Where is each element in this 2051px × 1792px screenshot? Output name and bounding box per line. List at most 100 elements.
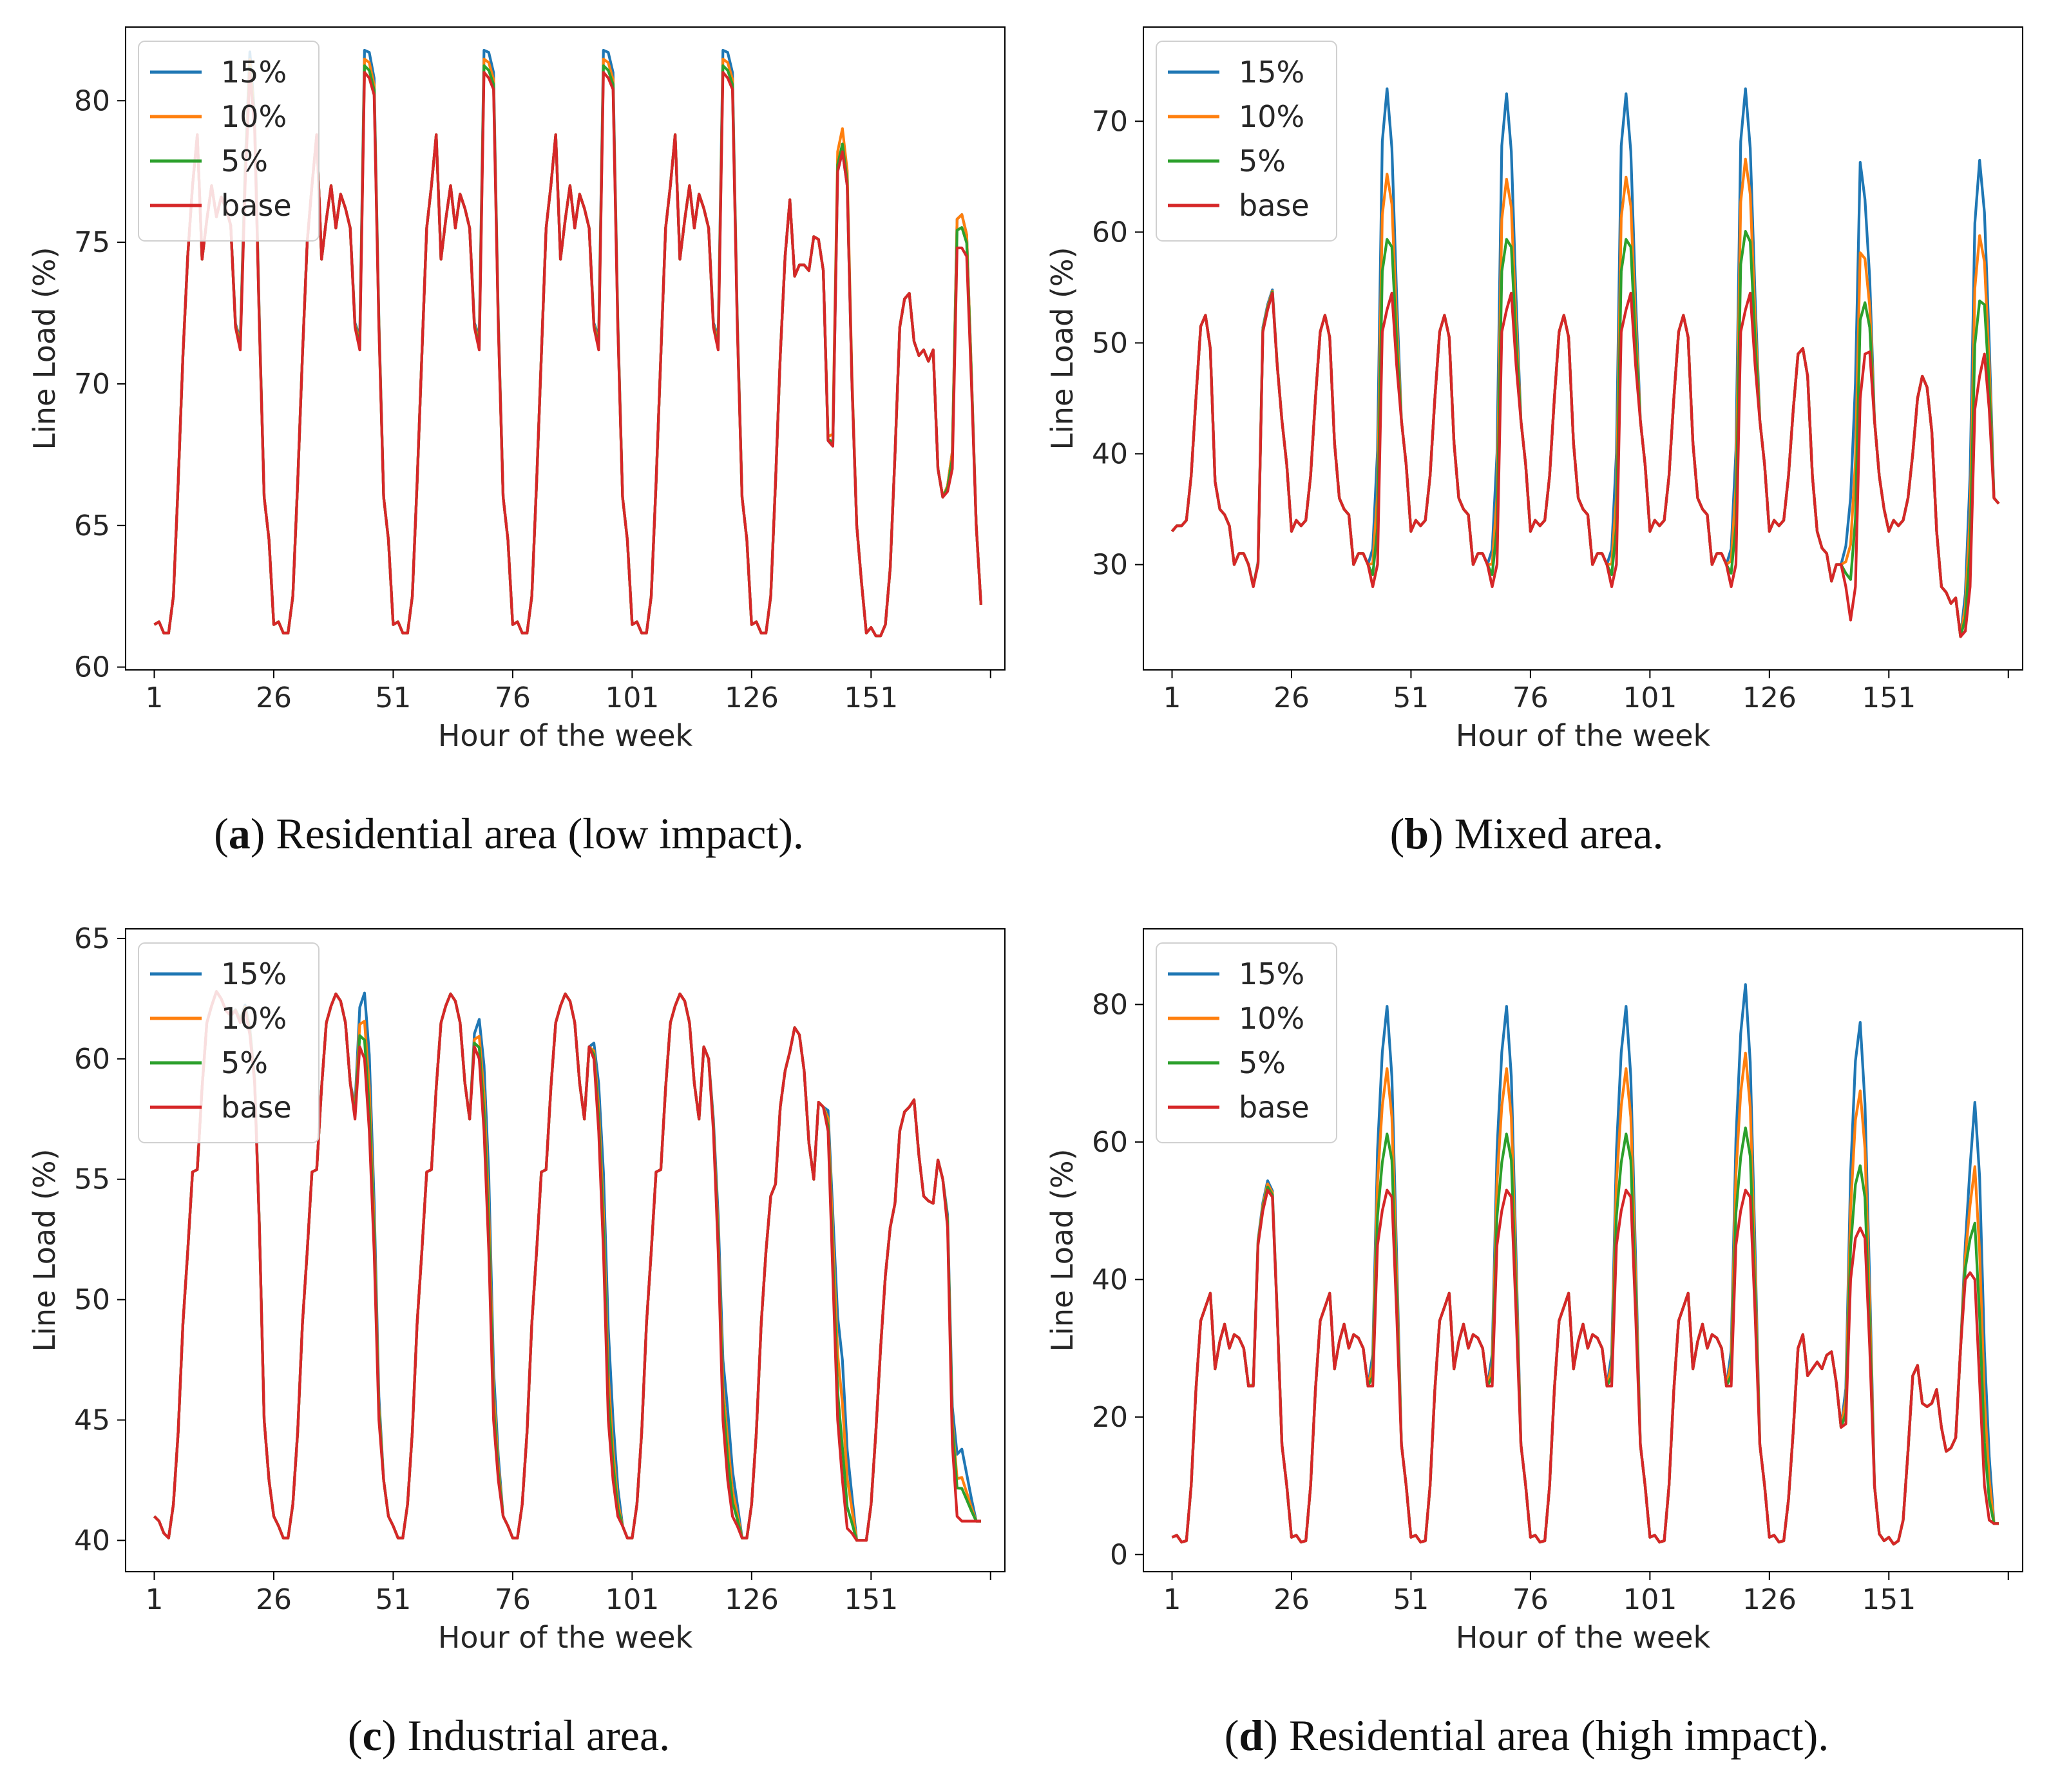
series-line-base (1170, 291, 2000, 638)
x-tick-label: 101 (605, 682, 659, 714)
y-axis-label: Line Load (%) (27, 247, 62, 450)
caption-c: (c) Industrial area. (347, 1711, 671, 1760)
x-tick-label: 1 (146, 682, 164, 714)
x-tick-label: 51 (375, 682, 411, 714)
x-tick-label: 51 (375, 1583, 411, 1616)
x-tick-label: 101 (605, 1583, 659, 1616)
y-tick-label: 50 (74, 1284, 110, 1317)
caption-letter: c (362, 1711, 382, 1760)
legend-label: 5% (221, 1045, 268, 1080)
y-tick-label: 0 (1110, 1538, 1128, 1571)
plot-frame (1143, 928, 2023, 1572)
x-tick-label: 51 (1393, 1583, 1429, 1616)
legend-label: 5% (1239, 1045, 1286, 1080)
legend-label: 5% (1239, 144, 1286, 178)
caption-text: Mixed area. (1443, 809, 1664, 858)
legend-box (138, 41, 320, 242)
x-tick-label: 51 (1393, 682, 1429, 714)
x-axis-label: Hour of the week (1456, 1620, 1711, 1655)
x-tick-label: 1 (1163, 682, 1181, 714)
series-line-base (153, 990, 981, 1542)
x-tick-label: 126 (725, 682, 779, 714)
y-axis-label: Line Load (%) (1045, 1149, 1080, 1351)
y-axis-label: Line Load (%) (27, 1149, 62, 1351)
y-tick-label: 45 (74, 1404, 110, 1437)
caption-letter: b (1404, 809, 1429, 858)
panel-b: 1 26 51 76 101 126 151 30 40 50 60 70 Hour of the we… (1018, 0, 2036, 890)
x-tick-label: 26 (1274, 1583, 1310, 1616)
legend-label: 15% (1239, 957, 1304, 991)
y-tick-label: 70 (1092, 105, 1128, 138)
y-tick-label: 60 (74, 651, 110, 684)
caption-letter: a (228, 809, 251, 858)
y-tick-label: 55 (74, 1163, 110, 1196)
plot-frame (125, 26, 1006, 671)
y-tick-label: 75 (74, 226, 110, 259)
x-tick-label: 26 (1274, 682, 1310, 714)
y-tick-label: 60 (1092, 1126, 1128, 1159)
y-tick-label: 80 (1092, 988, 1128, 1021)
legend-label: base (1239, 1090, 1310, 1125)
legend-label: base (221, 1090, 292, 1125)
series-line-base (153, 71, 982, 638)
x-tick-label: 151 (844, 682, 898, 714)
caption-text: Residential area (low impact). (265, 809, 804, 858)
y-tick-label: 60 (74, 1043, 110, 1076)
legend-label: 10% (221, 99, 287, 134)
legend-label: 10% (221, 1001, 287, 1036)
y-tick-label: 40 (74, 1524, 110, 1557)
series-line-base (1171, 1188, 1999, 1546)
x-tick-label: 101 (1623, 1583, 1677, 1616)
x-tick-label: 76 (1512, 1583, 1549, 1616)
legend-label: 10% (1239, 99, 1304, 134)
x-axis-label: Hour of the week (438, 1620, 693, 1655)
x-axis-label: Hour of the week (1456, 718, 1711, 753)
legend-box (1156, 942, 1337, 1143)
panel-d: 1 26 51 76 101 126 151 0 20 40 60 80 Hour of the wee… (1018, 902, 2036, 1792)
x-tick-label: 26 (256, 1583, 292, 1616)
legend-label: 15% (1239, 55, 1304, 90)
legend-label: base (221, 188, 292, 223)
legend-label: 10% (1239, 1001, 1304, 1036)
y-tick-label: 40 (1092, 437, 1128, 470)
caption-text: Industrial area. (396, 1711, 671, 1760)
x-tick-label: 76 (1512, 682, 1549, 714)
x-tick-label: 151 (1862, 1583, 1916, 1616)
y-tick-label: 70 (74, 368, 110, 401)
y-tick-label: 30 (1092, 549, 1128, 582)
plot-frame (125, 928, 1006, 1572)
y-tick-label: 50 (1092, 327, 1128, 359)
y-tick-label: 60 (1092, 216, 1128, 249)
x-tick-label: 101 (1623, 682, 1677, 714)
x-tick-label: 76 (495, 682, 531, 714)
x-tick-label: 26 (256, 682, 292, 714)
y-tick-label: 40 (1092, 1263, 1128, 1296)
y-tick-label: 20 (1092, 1401, 1128, 1434)
caption-letter: d (1239, 1711, 1264, 1760)
x-axis-label: Hour of the week (438, 718, 693, 753)
x-tick-label: 151 (1862, 682, 1916, 714)
x-tick-label: 1 (1163, 1583, 1181, 1616)
x-tick-label: 126 (725, 1583, 779, 1616)
caption-text: Residential area (high impact). (1277, 1711, 1829, 1760)
legend-box (138, 942, 320, 1143)
y-axis-label: Line Load (%) (1045, 247, 1080, 450)
legend-label: 5% (221, 144, 268, 178)
y-tick-label: 65 (74, 922, 110, 955)
legend-label: 15% (221, 55, 287, 90)
y-tick-label: 80 (74, 84, 110, 117)
x-tick-label: 1 (146, 1583, 164, 1616)
legend-box (1156, 41, 1337, 242)
plot-frame (1143, 26, 2023, 671)
legend-label: 15% (221, 957, 287, 991)
y-tick-label: 65 (74, 510, 110, 542)
legend-label: base (1239, 188, 1310, 223)
caption-b: (b) Mixed area. (1389, 809, 1664, 858)
x-tick-label: 76 (495, 1583, 531, 1616)
caption-d: (d) Residential area (high impact). (1224, 1711, 1829, 1760)
x-tick-label: 126 (1742, 1583, 1797, 1616)
